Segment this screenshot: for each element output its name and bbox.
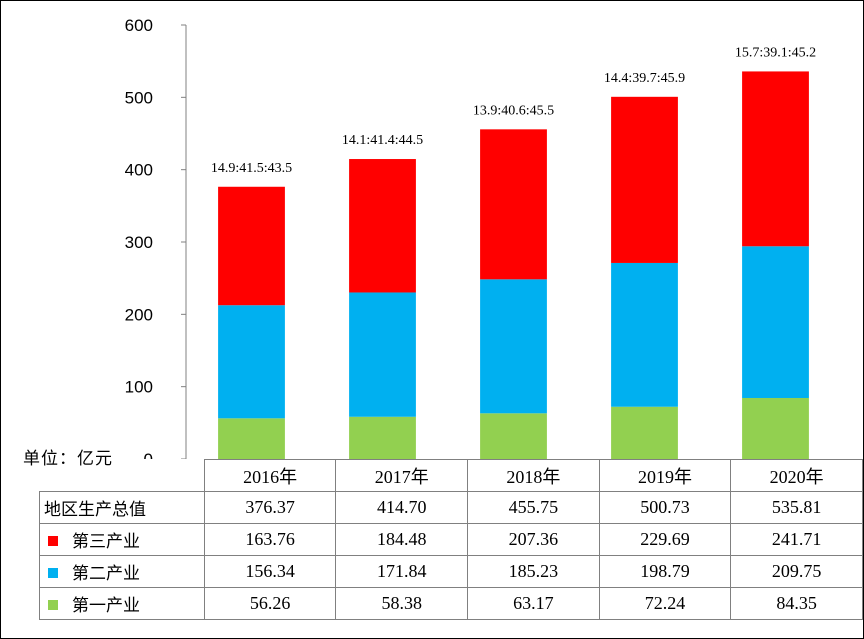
table-cell: 229.69 (598, 523, 732, 556)
y-tick-label: 600 (125, 16, 153, 35)
data-table: 2016年 2017年 2018年 2019年 2020年 地区生产总值 376… (39, 459, 863, 620)
table-cell: 535.81 (730, 491, 863, 524)
bar-segment (742, 246, 809, 398)
table-corner (39, 459, 205, 492)
table-cell: 184.48 (335, 523, 469, 556)
bar-segment (480, 129, 547, 280)
bar-segment (349, 416, 416, 459)
ratio-annotation: 13.9:40.6:45.5 (473, 103, 554, 118)
bar-segment (480, 413, 547, 459)
bar-segment (349, 159, 416, 293)
y-tick-label: 400 (125, 161, 153, 180)
table-header-row: 2016年 2017年 2018年 2019年 2020年 (39, 459, 863, 492)
row-label-tertiary: 第三产业 (39, 523, 205, 556)
table-row-secondary: 第二产业 156.34 171.84 185.23 198.79 209.75 (39, 555, 863, 588)
y-tick-label: 0 (144, 450, 153, 459)
bar-segment (742, 397, 809, 459)
y-tick-label: 100 (125, 378, 153, 397)
bar-segment (611, 96, 678, 263)
table-row-tertiary: 第三产业 163.76 184.48 207.36 229.69 241.71 (39, 523, 863, 556)
bar-segment (611, 262, 678, 407)
bar-segment (349, 292, 416, 417)
category-label: 2017年 (335, 459, 469, 492)
table-cell: 209.75 (730, 555, 863, 588)
table-cell: 198.79 (598, 555, 732, 588)
bar-segment (480, 279, 547, 414)
chart-plot: 0 100 200 300 400 500 600 14.9:41.5:43.5 14.1:41… (125, 16, 816, 459)
table-cell: 185.23 (467, 555, 600, 588)
table-cell: 84.35 (730, 587, 863, 620)
table-cell: 156.34 (203, 555, 337, 588)
table-cell: 58.38 (335, 587, 469, 620)
series-name: 第二产业 (72, 564, 140, 584)
table-row-primary: 第一产业 56.26 58.38 63.17 72.24 84.35 (39, 587, 863, 620)
y-tick-label: 200 (125, 305, 153, 324)
bar-segment (218, 186, 285, 306)
category-label: 2018年 (467, 459, 600, 492)
table-row-total: 地区生产总值 376.37 414.70 455.75 500.73 535.8… (39, 491, 863, 524)
legend-swatch (48, 535, 58, 546)
table-cell: 207.36 (467, 523, 600, 556)
category-label: 2016年 (203, 459, 337, 492)
table-cell: 500.73 (598, 491, 732, 524)
table-cell: 414.70 (335, 491, 469, 524)
legend-swatch (48, 599, 58, 610)
series-name: 地区生产总值 (44, 500, 146, 520)
series-name: 第一产业 (72, 596, 140, 616)
bar-segment (611, 406, 678, 459)
table-cell: 63.17 (467, 587, 600, 620)
table-cell: 241.71 (730, 523, 863, 556)
row-label-total: 地区生产总值 (39, 491, 205, 524)
category-label: 2019年 (598, 459, 732, 492)
series-name: 第三产业 (72, 532, 140, 552)
bar-segment (742, 71, 809, 247)
y-tick-label: 300 (125, 233, 153, 252)
bar-segment (218, 305, 285, 419)
bar-segment (218, 418, 285, 459)
legend-swatch (48, 567, 58, 578)
table-cell: 376.37 (203, 491, 337, 524)
table-cell: 72.24 (598, 587, 732, 620)
row-label-primary: 第一产业 (39, 587, 205, 620)
table-cell: 455.75 (467, 491, 600, 524)
ratio-annotation: 14.9:41.5:43.5 (211, 161, 292, 176)
category-label: 2020年 (730, 459, 863, 492)
row-label-secondary: 第二产业 (39, 555, 205, 588)
y-tick-label: 500 (125, 88, 153, 107)
table-cell: 163.76 (203, 523, 337, 556)
ratio-annotation: 14.4:39.7:45.9 (604, 71, 685, 86)
ratio-annotation: 15.7:39.1:45.2 (735, 45, 816, 60)
table-cell: 56.26 (203, 587, 337, 620)
ratio-annotation: 14.1:41.4:44.5 (342, 133, 423, 148)
table-cell: 171.84 (335, 555, 469, 588)
